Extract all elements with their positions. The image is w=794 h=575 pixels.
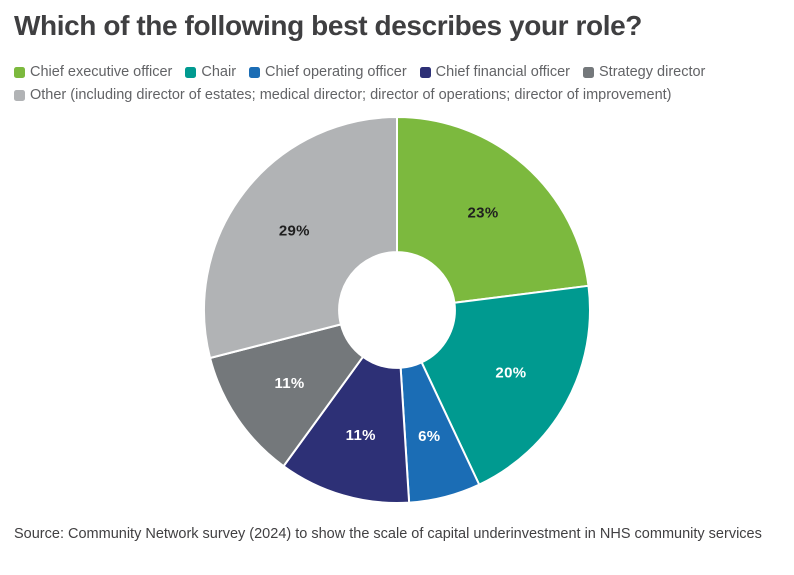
- legend-swatch-icon: [419, 66, 431, 78]
- donut-chart: 23% 20% 6% 11% 11% 29%: [203, 115, 591, 504]
- legend-item-strategy-director: Strategy director: [583, 62, 705, 82]
- legend-item-chief-operating-officer: Chief operating officer: [249, 62, 407, 82]
- legend-swatch-icon: [14, 66, 25, 78]
- donut-slice-chair: [420, 284, 591, 486]
- slice-value-label: 29%: [279, 222, 310, 239]
- chart-title: Which of the following best describes yo…: [14, 10, 642, 41]
- legend-label: Chief executive officer: [30, 64, 173, 81]
- legend-swatch-icon: [583, 66, 594, 78]
- donut-slice-strategy-director: [209, 323, 364, 467]
- donut-slice-other-including-director-of-esta: [203, 115, 398, 359]
- slice-value-label: 6%: [418, 428, 440, 445]
- source-note: Source: Community Network survey (2024) …: [14, 525, 762, 542]
- legend-item-other-including-director-of-esta: Other (including director of estates; me…: [14, 85, 672, 105]
- slice-value-label: 11%: [274, 375, 304, 392]
- legend-item-chief-executive-officer: Chief executive officer: [14, 62, 172, 82]
- legend-label: Chief financial officer: [435, 64, 570, 81]
- legend-label: Strategy director: [599, 64, 706, 81]
- legend-swatch-icon: [185, 66, 197, 78]
- legend-label: Other (including director of estates; me…: [30, 87, 672, 104]
- donut-slice-chief-financial-officer: [282, 355, 411, 504]
- legend-label: Chief operating officer: [265, 64, 407, 81]
- legend-swatch-icon: [249, 66, 261, 78]
- donut-slice-chief-executive-officer: [396, 115, 590, 304]
- legend-swatch-icon: [14, 90, 25, 102]
- slice-value-label: 20%: [495, 364, 526, 381]
- legend: Chief executive officer Chair Chief operat…: [14, 62, 780, 106]
- legend-item-chair: Chair: [185, 62, 236, 82]
- slice-value-label: 23%: [468, 204, 499, 221]
- legend-label: Chair: [201, 64, 237, 81]
- slice-value-label: 11%: [346, 427, 376, 444]
- legend-item-chief-financial-officer: Chief financial officer: [419, 62, 570, 82]
